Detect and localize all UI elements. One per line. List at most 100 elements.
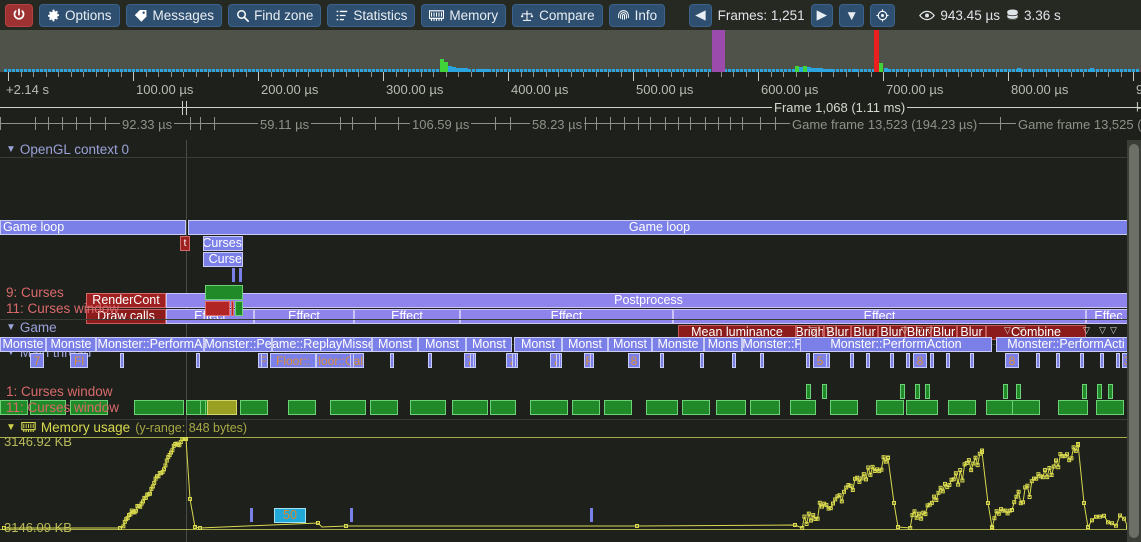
zone-effect[interactable]: Effect <box>354 309 460 324</box>
zone-tiny[interactable]: t <box>180 236 190 251</box>
lock-bar[interactable] <box>1108 384 1113 399</box>
lock-bar[interactable] <box>646 400 678 415</box>
frames-dropdown-button[interactable]: ▼ <box>839 3 865 27</box>
zone-monster[interactable]: Monst <box>562 337 608 352</box>
timeline-scrollbar-thumb[interactable] <box>1129 144 1139 538</box>
zone-child[interactable] <box>1116 353 1120 368</box>
lock-bar[interactable] <box>806 384 811 399</box>
zone-child[interactable] <box>258 353 262 368</box>
lock-bar[interactable] <box>134 400 184 415</box>
zone-child[interactable] <box>732 353 736 368</box>
zone-tick[interactable] <box>590 508 593 522</box>
lock-bar[interactable] <box>200 400 206 415</box>
find-zone-button[interactable]: Find zone <box>228 3 322 27</box>
crosshair-button[interactable] <box>870 3 896 27</box>
lock-bar[interactable] <box>572 400 600 415</box>
zone-monster-perform-action[interactable]: Monster::PerformAction <box>800 337 992 352</box>
lock-bar[interactable] <box>70 400 108 415</box>
lock-bar[interactable] <box>530 400 568 415</box>
zone-child[interactable] <box>660 353 664 368</box>
lock-bar[interactable] <box>330 400 366 415</box>
zone-child[interactable] <box>428 353 432 368</box>
zone-combine[interactable]: Combine <box>986 325 1086 340</box>
zone-child[interactable] <box>946 353 950 368</box>
zone-blur[interactable]: Blur <box>851 325 878 340</box>
zone-monster[interactable]: Game::ReplayMissed <box>272 337 372 352</box>
lock-bar[interactable] <box>1016 384 1021 399</box>
statistics-button[interactable]: Statistics <box>327 3 416 27</box>
zone-child[interactable] <box>1036 353 1040 368</box>
lock-bar[interactable] <box>790 400 816 415</box>
zone-monster-perform-action[interactable]: Monster::PerformActi <box>996 337 1136 352</box>
zone-monster[interactable]: Monster::Pe <box>204 337 272 352</box>
timeline-scrollbar-track[interactable] <box>1127 140 1141 542</box>
lock-bar[interactable] <box>288 400 316 415</box>
lock-bar[interactable] <box>604 400 632 415</box>
power-button[interactable] <box>5 3 33 27</box>
zone-child[interactable]: 8 <box>913 353 927 368</box>
zone-effect[interactable]: Effect <box>673 309 1086 324</box>
lock-bar[interactable] <box>240 400 268 415</box>
frames-prev-button[interactable]: ◀ <box>689 3 712 27</box>
zone-tick[interactable] <box>239 268 242 282</box>
lock-bar[interactable] <box>452 400 488 415</box>
frames-next-button[interactable]: ▶ <box>810 3 834 27</box>
zone-monster[interactable]: Monst <box>372 337 418 352</box>
lock-bar[interactable] <box>830 400 858 415</box>
zone-game-loop[interactable]: Game loop <box>188 220 1131 235</box>
lock-bar[interactable] <box>682 400 710 415</box>
lock-bar[interactable] <box>410 400 446 415</box>
lock-bar[interactable] <box>1096 400 1124 415</box>
zone-child[interactable] <box>850 353 854 368</box>
zone-game-loop[interactable]: Game loop <box>0 220 186 235</box>
zone-monster[interactable]: Monste <box>652 337 704 352</box>
zone-render-context[interactable]: RenderCont <box>86 293 166 308</box>
zone-curses[interactable]: Curse <box>203 252 243 267</box>
lock-bar[interactable] <box>915 384 920 399</box>
lock-bar[interactable] <box>370 400 398 415</box>
zone-child[interactable] <box>890 353 894 368</box>
zone-badge-50[interactable]: 50 <box>274 508 306 523</box>
zone-child[interactable] <box>760 353 764 368</box>
memory-plot[interactable] <box>0 430 1130 542</box>
zone-monster[interactable]: Mons <box>704 337 742 352</box>
lock-bar[interactable] <box>207 400 237 415</box>
zone-child[interactable]: Fl <box>70 353 88 368</box>
zone-monster[interactable]: Monst <box>466 337 512 352</box>
lock-bar[interactable] <box>235 301 243 316</box>
zone-child[interactable] <box>1056 353 1060 368</box>
zone-postprocess[interactable]: Postprocess <box>166 293 1131 308</box>
zone-child[interactable] <box>866 353 870 368</box>
lock-bar[interactable] <box>925 384 930 399</box>
lock-bar[interactable] <box>231 301 234 316</box>
lock-bar[interactable] <box>0 400 28 415</box>
zone-child[interactable]: Floor::Calc <box>316 353 364 368</box>
lock-bar[interactable] <box>1012 400 1040 415</box>
zone-child[interactable]: 8 <box>1005 353 1019 368</box>
zone-child[interactable] <box>806 353 810 368</box>
group-header-opengl[interactable]: ▼ OpenGL context 0 <box>6 142 129 157</box>
zone-blur[interactable]: Blur <box>824 325 851 340</box>
zone-effect[interactable]: Effect <box>254 309 354 324</box>
zone-tick[interactable] <box>350 508 353 522</box>
group-header-game[interactable]: ▼ Game <box>6 320 57 335</box>
zone-child[interactable] <box>350 353 354 368</box>
zone-child[interactable] <box>930 353 934 368</box>
lock-bar[interactable] <box>716 400 746 415</box>
zone-child[interactable] <box>1080 353 1084 368</box>
zone-child[interactable] <box>390 353 394 368</box>
zone-monster[interactable]: Monst <box>608 337 652 352</box>
lock-bar[interactable] <box>1097 384 1102 399</box>
options-button[interactable]: Options <box>39 3 120 27</box>
zone-tick[interactable] <box>232 268 235 282</box>
group-header-memory[interactable]: ▼ Memory usage (y-range: 848 bytes) <box>6 420 247 435</box>
lock-bar[interactable] <box>1058 400 1088 415</box>
zone-effect[interactable]: Effect <box>460 309 673 324</box>
zone-child[interactable] <box>196 353 200 368</box>
zone-child[interactable] <box>120 353 124 368</box>
lock-bar[interactable] <box>30 400 66 415</box>
zone-monster[interactable]: Monst <box>514 337 562 352</box>
zone-tick[interactable] <box>250 508 253 522</box>
lock-bar[interactable] <box>1082 384 1087 399</box>
time-ruler[interactable]: +2.14 s 100.00 µs 200.00 µs 300.00 µs 400.00… <box>0 72 1141 112</box>
